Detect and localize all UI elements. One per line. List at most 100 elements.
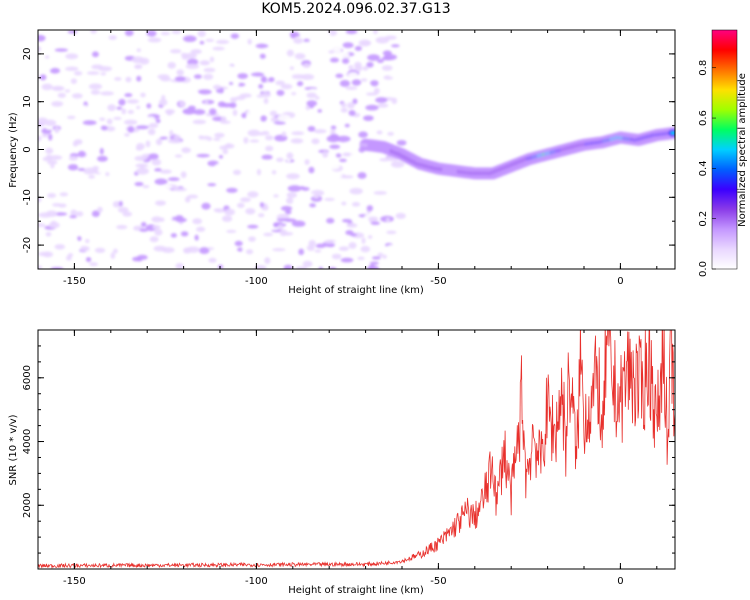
spectrogram-cell xyxy=(386,230,397,235)
spectrogram-cell xyxy=(334,111,341,115)
spectrogram-cell xyxy=(376,171,382,179)
spectrogram-cell xyxy=(45,147,54,154)
x-tick-label: -150 xyxy=(63,276,86,287)
spectrogram-cell xyxy=(279,32,284,37)
spectrogram-cell xyxy=(291,131,305,136)
spectrogram-cell xyxy=(116,106,123,110)
spectrogram-cell xyxy=(220,116,227,123)
spectrogram-cell xyxy=(97,206,103,213)
spectrogram-cell xyxy=(174,121,184,129)
spectrogram-cell xyxy=(253,181,262,186)
spectrogram-cell xyxy=(329,133,340,140)
spectrogram-cell xyxy=(38,30,48,34)
spectrogram-cell xyxy=(77,236,82,241)
spectrogram-cell xyxy=(344,123,350,128)
spectrogram-cell xyxy=(138,35,151,41)
spectrogram-cell xyxy=(46,108,55,112)
spectrogram-cell xyxy=(139,228,149,232)
spectrogram-cell xyxy=(261,154,273,160)
spectrogram-cell xyxy=(300,41,314,49)
snr-y-axis-label: SNR (10 * v/v) xyxy=(8,414,19,485)
spectrogram-cell xyxy=(258,83,264,89)
spectrogram-cell xyxy=(141,221,147,227)
spectrogram-cell xyxy=(176,69,185,76)
spectrogram-cell xyxy=(50,163,55,169)
spectrogram-cell xyxy=(368,216,379,222)
spectrogram-cell xyxy=(109,82,115,90)
spectrogram-cell xyxy=(167,61,176,69)
spectrogram-cell xyxy=(145,140,151,148)
spectrogram-cell xyxy=(86,114,98,119)
spectrogram-cell xyxy=(318,266,323,269)
spectrogram-cell xyxy=(173,187,187,192)
spectrogram-cell xyxy=(227,65,235,71)
spectrogram-cell xyxy=(331,253,342,260)
spectrogram-cell xyxy=(99,213,108,220)
spectrogram-cell xyxy=(75,243,81,251)
spectrogram-cell xyxy=(67,164,79,171)
spectrogram-cell xyxy=(44,119,57,127)
spectrogram-cell xyxy=(283,264,293,269)
spectrogram-cell xyxy=(77,150,86,158)
spectrogram-cell xyxy=(148,197,161,202)
spectrogram-cell xyxy=(375,97,388,103)
colorbar-label: Normalized spectral amplitude xyxy=(737,73,748,227)
spectrogram-cell xyxy=(275,80,285,86)
spectrogram-cell xyxy=(187,58,199,66)
spectrogram-cell xyxy=(79,245,90,252)
spectrogram-cell xyxy=(313,194,320,199)
spectrogram-cell xyxy=(313,129,327,134)
spectrogram-cell xyxy=(381,65,393,71)
spectrogram-cell xyxy=(367,54,380,61)
spectrogram-cell xyxy=(286,73,293,79)
spectrogram-cell xyxy=(379,158,390,162)
spectrogram-cell xyxy=(276,89,285,96)
spectrogram-cell xyxy=(254,244,263,250)
spectrogram-cell xyxy=(142,184,150,189)
spectrogram-cell xyxy=(285,106,298,110)
spectrogram-cell xyxy=(176,149,182,153)
spectrogram-cell xyxy=(38,103,47,109)
spectrogram-cell xyxy=(121,108,127,115)
spectrogram-cell xyxy=(306,100,318,107)
spectrogram-cell xyxy=(333,240,348,245)
spectrogram-cell xyxy=(154,228,163,236)
spectrogram-cell xyxy=(195,226,206,232)
spectrogram-cell xyxy=(339,80,351,87)
spectrogram-cell xyxy=(263,97,269,105)
spectrogram-cell xyxy=(363,115,374,122)
spectrogram-cell xyxy=(294,53,306,60)
spectrogram-cell xyxy=(373,176,382,182)
spectrogram-cell xyxy=(155,118,161,124)
spectrogram-cell xyxy=(76,211,84,217)
spectrogram-cell xyxy=(54,235,63,243)
spectrogram-cell xyxy=(103,130,111,136)
spectrogram-cell xyxy=(171,30,182,34)
spectrogram-cell xyxy=(159,136,169,140)
spectrogram-cell xyxy=(340,175,354,179)
spectrogram-cell xyxy=(58,203,67,208)
spectrogram-cell xyxy=(113,116,122,120)
spectrogram-cell xyxy=(273,222,279,228)
spectrogram-cell xyxy=(160,124,167,130)
spectrogram-cell xyxy=(347,102,355,109)
spectrogram-cell xyxy=(243,137,249,144)
spectrogram-cell xyxy=(346,209,359,214)
spectrogram-cell xyxy=(341,201,347,206)
spectrogram-cell xyxy=(340,257,354,263)
spectrogram-cell xyxy=(167,216,173,221)
spectrogram-cell xyxy=(335,181,343,187)
spectrogram-cell xyxy=(122,211,133,217)
y-tick-label: 6000 xyxy=(22,365,33,390)
spectrogram-cell xyxy=(249,139,260,143)
spectrogram-cell xyxy=(272,248,286,252)
spectrogram-cell xyxy=(236,247,244,252)
spectrogram-cell xyxy=(248,236,256,242)
spectrogram-cell xyxy=(254,264,267,269)
spectrogram-cell xyxy=(367,265,380,269)
spectrogram-cell xyxy=(291,92,297,96)
spectrogram-cell xyxy=(268,43,273,50)
spectrogram-cell xyxy=(326,217,335,224)
spectrogram-cell xyxy=(54,48,68,52)
